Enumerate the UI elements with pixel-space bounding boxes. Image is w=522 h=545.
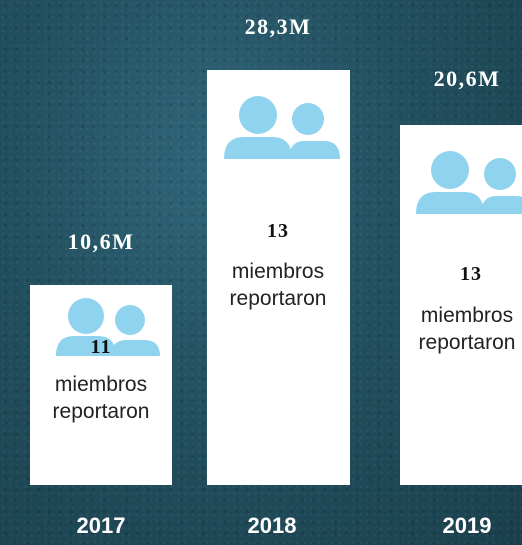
members-icon [412, 150, 522, 214]
members-count: 11 [31, 336, 171, 359]
year: 2017 [41, 513, 161, 539]
year: 2019 [407, 513, 522, 539]
page: {"columns": [ {"year": "2017", "amount":… [0, 0, 522, 545]
amount: 10,6M [21, 229, 181, 255]
amount: 20,6M [387, 66, 522, 92]
members-count: 13 [401, 263, 522, 286]
members-label: miembros reportaron [397, 302, 522, 356]
members-icon [220, 95, 340, 159]
members-label: miembros reportaron [208, 258, 348, 312]
members-count: 13 [208, 220, 348, 243]
year: 2018 [212, 513, 332, 539]
amount: 28,3M [198, 14, 358, 40]
members-label: miembros reportaron [31, 371, 171, 425]
